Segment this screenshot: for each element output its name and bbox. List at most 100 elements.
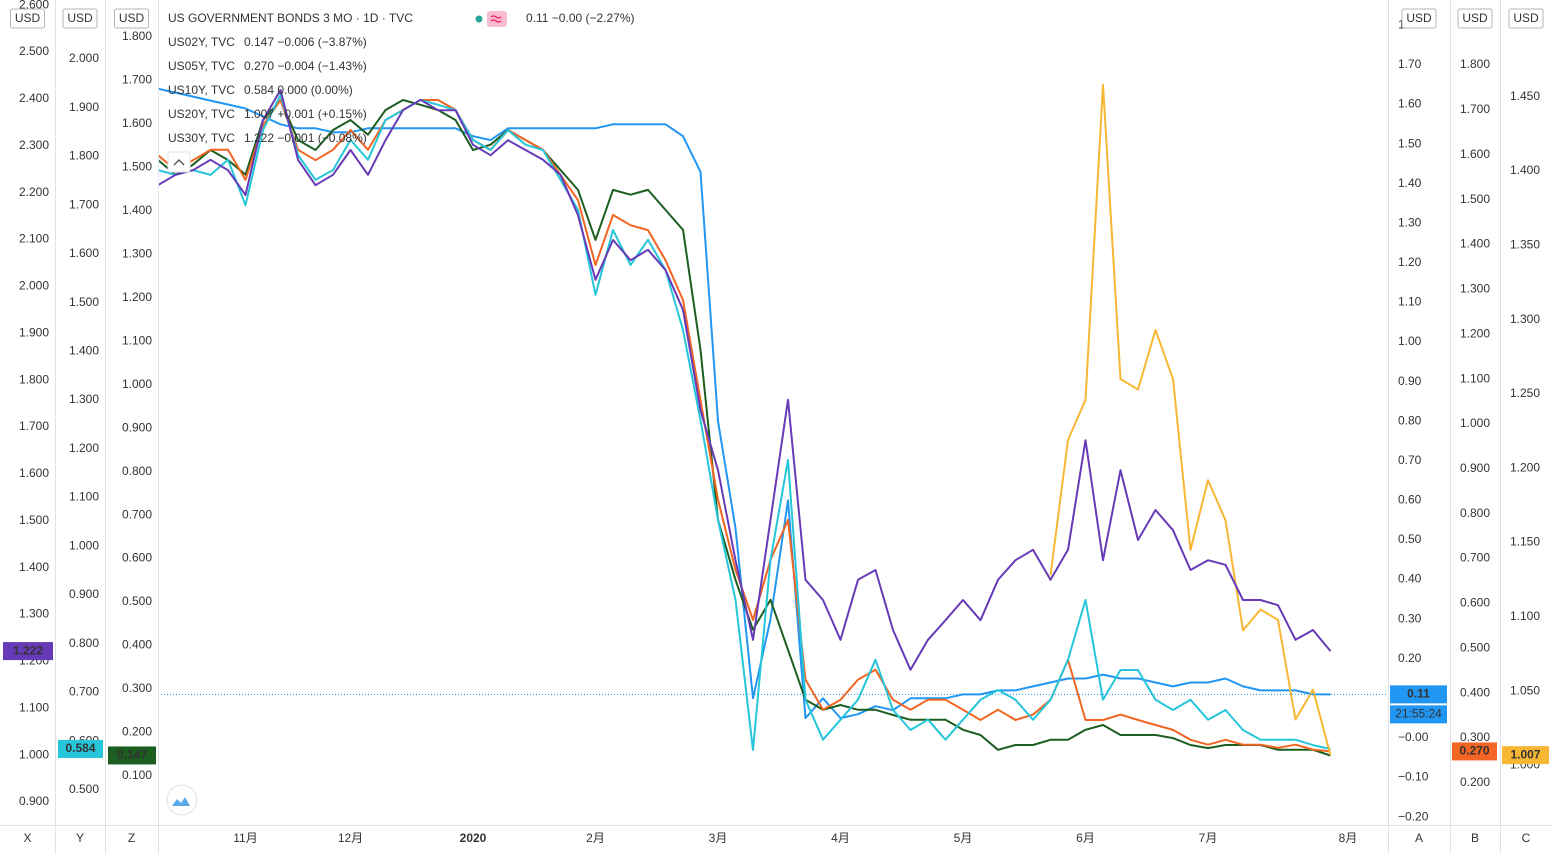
countdown-badge xyxy=(1390,705,1447,724)
unit-label: USD xyxy=(1513,11,1539,25)
y-tick-label: 0.800 xyxy=(69,636,99,650)
unit-label: USD xyxy=(67,11,93,25)
y-tick-label: 1.400 xyxy=(122,203,152,217)
y-tick-label: 1.800 xyxy=(19,372,49,386)
y-tick-label: 1.400 xyxy=(69,344,99,358)
y-tick-label: 1.200 xyxy=(1510,460,1540,474)
logo[interactable] xyxy=(166,784,198,816)
y-tick-label: −0.10 xyxy=(1398,770,1429,784)
plot-area xyxy=(158,83,1388,757)
last-value-label: 0.270 xyxy=(1459,744,1489,758)
y-tick-label: 0.70 xyxy=(1398,453,1422,467)
y-tick-label: 1.20 xyxy=(1398,255,1422,269)
legend-value: 0.147 −0.006 (−3.87%) xyxy=(244,35,367,49)
y-tick-label: 1.300 xyxy=(122,246,152,260)
last-value-badge xyxy=(108,746,156,765)
y-tick-label: 0.200 xyxy=(1460,775,1490,789)
y-tick-label: 0.900 xyxy=(69,587,99,601)
unit-label: USD xyxy=(15,11,41,25)
y-tick-label: −0.00 xyxy=(1398,730,1429,744)
y-tick-label: 2.600 xyxy=(19,0,49,11)
y-tick-label: 1.600 xyxy=(69,246,99,260)
y-tick-label: 1.40 xyxy=(1398,176,1422,190)
y-tick-label: 1.70 xyxy=(1398,57,1422,71)
y-tick-label: 1.100 xyxy=(19,700,49,714)
legend-value: 1.007 +0.001 (+0.15%) xyxy=(244,107,367,121)
y-tick-label: 0.600 xyxy=(122,551,152,565)
y-tick-label: 1.000 xyxy=(1460,416,1490,430)
y-tick-label: 0.60 xyxy=(1398,493,1422,507)
unit-label: USD xyxy=(1462,11,1488,25)
legend-value: 0.11 −0.00 (−2.27%) xyxy=(526,11,635,25)
y-tick-label: 1.450 xyxy=(1510,89,1540,103)
status-dot[interactable] xyxy=(475,15,483,23)
y-tick-label: 1.400 xyxy=(1510,163,1540,177)
x-tick-label: 5月 xyxy=(954,831,973,845)
legend-name: US30Y, TVC xyxy=(168,131,235,145)
last-value-label: 0.11 xyxy=(1407,687,1430,701)
y-tick-label: 1.350 xyxy=(1510,237,1540,251)
last-value-badge xyxy=(58,739,103,758)
x-tick-label: 2020 xyxy=(460,831,487,845)
series-line xyxy=(158,87,1331,720)
y-tick-label: 1.300 xyxy=(19,607,49,621)
indicator-icon[interactable] xyxy=(487,11,507,27)
y-tick-label: 1.600 xyxy=(19,466,49,480)
last-value-label: 0.584 xyxy=(65,741,95,755)
y-tick-label: 2.300 xyxy=(19,138,49,152)
y-tick-label: 0.700 xyxy=(69,685,99,699)
y-tick-label: 0.500 xyxy=(69,782,99,796)
y-tick-label: 1.500 xyxy=(122,160,152,174)
last-value-badge xyxy=(1502,746,1549,765)
y-tick-label: 1.100 xyxy=(1460,371,1490,385)
y-tick-label: 1.50 xyxy=(1398,136,1422,150)
y-tick-label: 1.60 xyxy=(1398,97,1422,111)
y-tick-label: 2.000 xyxy=(19,279,49,293)
last-value-badge xyxy=(1452,742,1497,761)
y-tick-label: 0.300 xyxy=(122,681,152,695)
last-value-badge xyxy=(1390,685,1447,704)
y-tick-label: 0.30 xyxy=(1398,611,1422,625)
y-tick-label: 1.10 xyxy=(1398,295,1422,309)
x-tick-label: 12月 xyxy=(338,831,363,845)
y-tick-label: 1.700 xyxy=(1460,102,1490,116)
y-tick-label: 1.200 xyxy=(122,290,152,304)
unit-badge xyxy=(114,8,149,29)
y-tick-label: 2.100 xyxy=(19,232,49,246)
logo-badge[interactable] xyxy=(166,784,198,816)
y-tick-label: 0.400 xyxy=(122,638,152,652)
y-tick-label: 0.900 xyxy=(122,420,152,434)
collapse-button[interactable] xyxy=(167,151,191,173)
y-tick-label: 1.900 xyxy=(19,325,49,339)
y-tick-label: 0.20 xyxy=(1398,651,1422,665)
legend-name: US10Y, TVC xyxy=(168,83,235,97)
y-tick-label: 1.000 xyxy=(69,538,99,552)
y-tick-label: 0.900 xyxy=(1460,461,1490,475)
y-tick-label: 2.500 xyxy=(19,44,49,58)
y-tick-label: 1.300 xyxy=(69,392,99,406)
y-tick-label: 1.100 xyxy=(69,490,99,504)
price-labels: 0.11 21:55:24 0.147 0.270 0.584 1.007 1.222 xyxy=(3,642,1549,765)
legend-value: 0.270 −0.004 (−1.43%) xyxy=(244,59,367,73)
axis-letter: C xyxy=(1522,831,1531,845)
y-tick-label: 0.40 xyxy=(1398,572,1422,586)
y-tick-label: 1.00 xyxy=(1398,334,1422,348)
y-tick-label: 0.100 xyxy=(122,768,152,782)
last-value-label: 0.147 xyxy=(117,748,147,762)
y-tick-label: 0.500 xyxy=(122,594,152,608)
y-tick-label: 0.50 xyxy=(1398,532,1422,546)
y-tick-label: 1.600 xyxy=(1460,147,1490,161)
y-tick-label: 1.150 xyxy=(1510,535,1540,549)
x-tick-label: 8月 xyxy=(1339,831,1358,845)
y-tick-label: 1.300 xyxy=(1510,312,1540,326)
legend-value: 1.222 −0.001 (−0.08%) xyxy=(244,131,367,145)
series-line xyxy=(158,99,1331,757)
y-tick-label: 2.000 xyxy=(69,51,99,65)
y-tick-label: 0.500 xyxy=(1460,640,1490,654)
y-tick-label: 1.050 xyxy=(1510,683,1540,697)
series-line xyxy=(1049,83,1332,756)
y-tick-label: 1.100 xyxy=(122,333,152,347)
y-tick-label: 1.30 xyxy=(1398,215,1422,229)
last-value-label: 1.007 xyxy=(1510,747,1540,761)
